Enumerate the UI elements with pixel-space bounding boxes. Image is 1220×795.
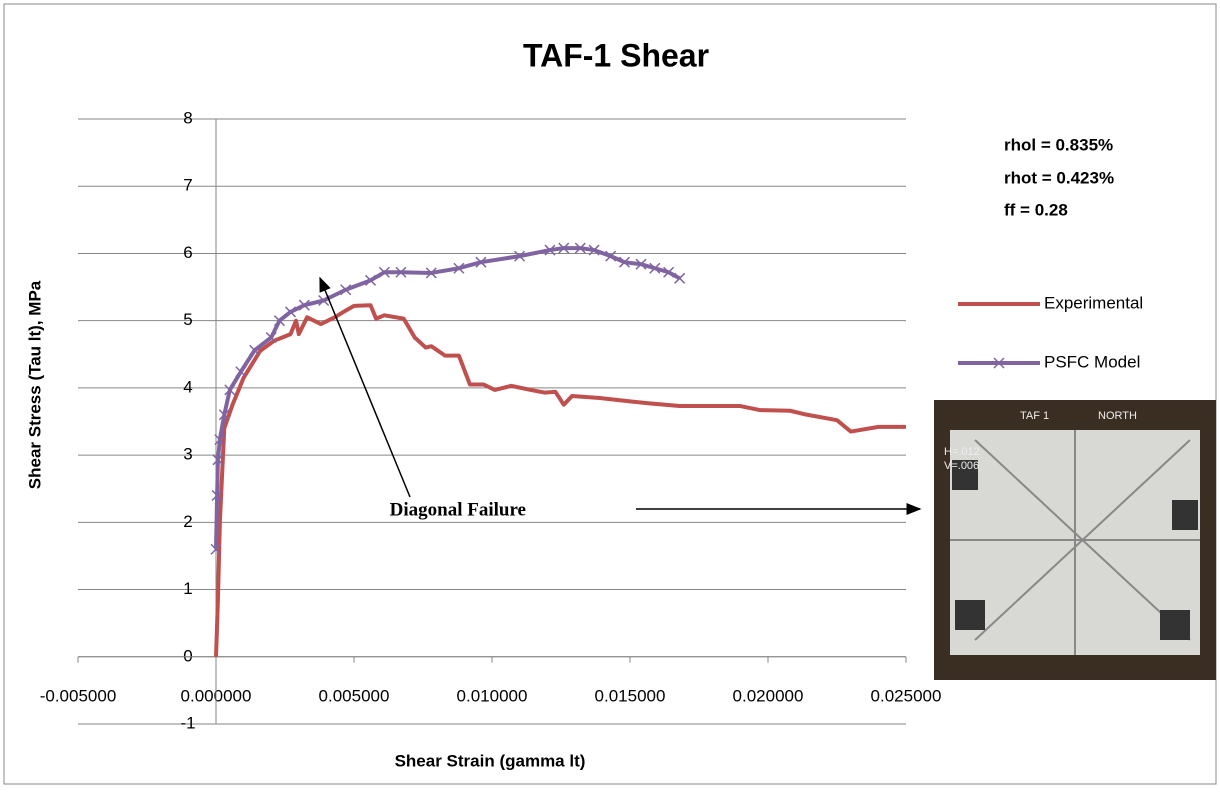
x-tick-label: 0.010000 xyxy=(457,686,528,705)
x-tick-label: 0.025000 xyxy=(871,686,942,705)
point-marker xyxy=(544,244,556,256)
y-tick-label: 8 xyxy=(183,108,192,127)
legend-label: Experimental xyxy=(1044,293,1143,312)
y-tick-label: 1 xyxy=(183,579,192,598)
annotation: rhol = 0.835% xyxy=(1004,135,1113,154)
legend-marker xyxy=(993,357,1005,369)
point-marker xyxy=(674,272,686,284)
legend-label: PSFC Model xyxy=(1044,352,1140,371)
photo-text: TAF 1 xyxy=(1020,410,1049,422)
photo-text: NORTH xyxy=(1098,410,1137,422)
y-tick-label: -1 xyxy=(180,713,195,732)
y-tick-label: 0 xyxy=(183,646,192,665)
series-line xyxy=(214,303,906,657)
point-marker xyxy=(249,344,261,356)
y-tick-label: 5 xyxy=(183,310,192,329)
point-marker xyxy=(605,250,617,262)
photo-text: V=.006 xyxy=(944,460,979,472)
point-marker xyxy=(214,434,226,446)
point-marker xyxy=(210,543,222,555)
point-marker xyxy=(649,262,661,274)
annotation: rhot = 0.423% xyxy=(1004,168,1114,187)
point-marker xyxy=(453,262,465,274)
point-marker xyxy=(224,384,236,396)
point-marker xyxy=(218,409,230,421)
point-marker xyxy=(284,306,297,318)
point-marker xyxy=(635,258,647,270)
point-marker xyxy=(663,266,675,278)
point-marker xyxy=(265,331,277,344)
point-marker xyxy=(574,242,586,254)
photo: TAF 1 NORTH H=.012 V=.006 xyxy=(934,400,1216,680)
point-marker xyxy=(212,454,224,466)
y-tick-label: 3 xyxy=(183,445,192,464)
point-marker xyxy=(558,242,570,254)
point-marker xyxy=(318,294,330,307)
point-marker xyxy=(514,250,526,262)
point-marker xyxy=(618,256,631,268)
chart-title: TAF-1 Shear xyxy=(523,37,709,73)
arrow xyxy=(319,276,411,498)
photo-text: H=.012 xyxy=(944,446,980,458)
x-axis-title: Shear Strain (gamma lt) xyxy=(395,751,586,770)
point-marker xyxy=(298,299,310,311)
point-marker xyxy=(211,489,223,501)
point-marker xyxy=(340,284,352,296)
annotation: ff = 0.28 xyxy=(1004,200,1068,219)
point-marker xyxy=(378,266,390,278)
y-axis-title: Shear Stress (Tau lt), MPa xyxy=(25,280,44,489)
annotation: Diagonal Failure xyxy=(390,499,526,520)
y-tick-label: 7 xyxy=(183,176,192,195)
y-tick-label: 2 xyxy=(183,512,192,531)
point-marker xyxy=(425,267,437,279)
point-marker xyxy=(395,266,407,278)
x-tick-label: 0.005000 xyxy=(319,686,390,705)
x-tick-label: 0.015000 xyxy=(595,686,666,705)
y-tick-label: 6 xyxy=(183,243,192,262)
point-marker xyxy=(588,244,600,256)
y-tick-label: 4 xyxy=(183,377,192,396)
x-tick-label: -0.005000 xyxy=(40,686,117,705)
x-tick-label: 0.020000 xyxy=(733,686,804,705)
point-marker xyxy=(475,256,487,268)
point-marker xyxy=(273,315,286,327)
point-marker xyxy=(235,366,247,378)
point-marker xyxy=(365,274,377,286)
